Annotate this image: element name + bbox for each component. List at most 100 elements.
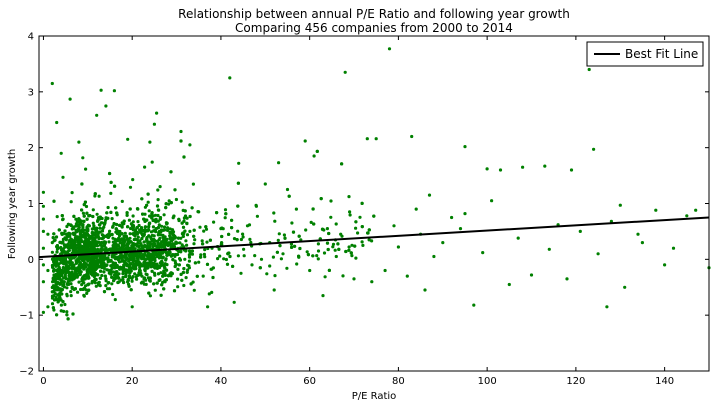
scatter-point [77,220,82,224]
scatter-point [60,288,64,292]
scatter-point [147,234,151,238]
scatter-point [173,188,177,192]
scatter-point [56,288,60,292]
scatter-point [63,250,67,254]
scatter-point [70,251,74,255]
scatter-point [83,239,87,243]
scatter-point [498,168,503,172]
scatter-point [153,273,157,277]
scatter-point [163,279,167,283]
scatter-point [74,261,78,265]
scatter-point [99,88,103,92]
scatter-point [176,267,180,271]
scatter-point [162,225,167,229]
x-axis-label: P/E Ratio [352,391,397,402]
scatter-point [122,219,126,223]
scatter-point [120,259,124,263]
scatter-point [148,278,152,282]
scatter-point [110,264,114,268]
scatter-point [227,232,231,236]
scatter-point [71,312,75,316]
scatter-point [127,270,131,274]
scatter-point [323,275,327,279]
scatter-point [102,290,107,294]
scatter-point [85,274,89,278]
scatter-point [173,234,177,238]
scatter-point [81,259,85,263]
scatter-point [98,226,102,230]
scatter-point [70,266,74,270]
scatter-point [91,221,95,225]
scatter-point [298,246,302,251]
scatter-point [171,258,175,262]
scatter-point [82,203,86,207]
scatter-point [112,89,116,93]
scatter-point [203,248,207,252]
scatter-point [59,248,64,252]
scatter-point [93,254,98,258]
scatter-point [78,242,82,246]
scatter-point [543,164,547,168]
scatter-point [592,147,596,151]
scatter-point [152,265,156,269]
scatter-point [396,245,400,249]
scatter-point [77,140,81,144]
scatter-point [155,239,159,243]
scatter-point [200,239,204,243]
scatter-point [306,253,310,257]
scatter-point [143,225,147,229]
scatter-point [124,262,128,266]
scatter-point [294,207,298,211]
y-tick-label: 3 [28,87,34,98]
scatter-point [56,300,60,304]
scatter-point [230,226,234,230]
scatter-point [96,259,100,263]
scatter-point [329,199,333,203]
scatter-point [308,268,312,273]
scatter-point [172,214,176,218]
scatter-point [138,254,143,258]
scatter-point [113,263,117,267]
scatter-point [54,235,59,239]
scatter-point [241,235,245,239]
scatter-point [271,255,275,259]
scatter-point [358,215,362,219]
scatter-point [85,217,89,221]
scatter-point [41,280,46,284]
scatter-point [107,287,112,291]
scatter-point [76,224,80,228]
scatter-point [56,246,60,250]
scatter-point [55,120,59,125]
scatter-point [67,277,71,281]
scatter-point [93,259,97,263]
scatter-point [124,272,128,276]
scatter-point [87,214,91,218]
scatter-point [106,248,111,252]
scatter-point [136,235,140,239]
scatter-point [100,273,104,278]
scatter-point [130,276,134,280]
scatter-point [193,238,197,242]
scatter-point [282,233,286,237]
scatter-point [86,229,90,233]
scatter-point [239,237,243,242]
scatter-point [387,47,392,51]
scatter-point [206,305,210,309]
scatter-point [135,207,140,211]
scatter-point [225,262,230,266]
scatter-point [114,227,118,231]
scatter-point [182,267,186,271]
scatter-point [193,261,197,265]
scatter-point [79,238,83,242]
scatter-point [78,232,82,236]
scatter-point [143,165,147,169]
scatter-point [157,208,161,212]
scatter-point [82,232,86,236]
scatter-point [55,297,59,302]
scatter-point [150,160,154,164]
scatter-point [297,254,301,258]
scatter-point [146,200,150,204]
scatter-point [289,242,294,246]
scatter-point [72,263,76,267]
scatter-point [135,262,139,266]
